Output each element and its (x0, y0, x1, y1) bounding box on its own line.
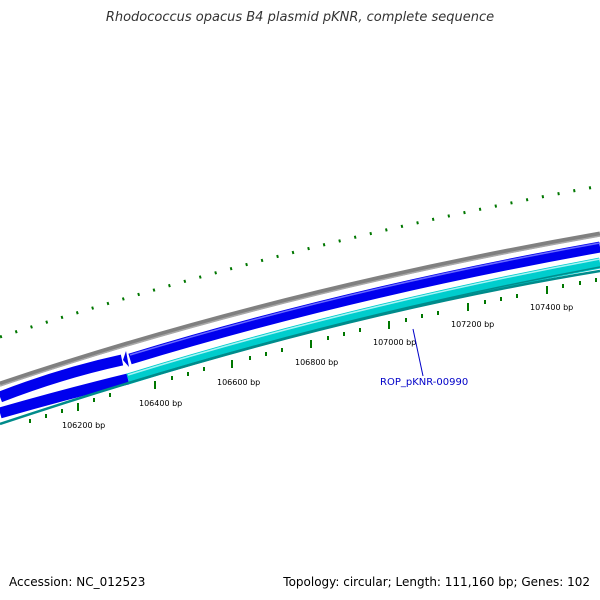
tick-label-107200: 107200 bp (451, 320, 494, 329)
tick-label-107000: 107000 bp (373, 338, 416, 347)
tick-label-106400: 106400 bp (139, 399, 182, 408)
inner-tick-marks (29, 278, 597, 423)
tick-label-106200: 106200 bp (62, 421, 105, 430)
reverse-gene-blue (0, 373, 130, 419)
gene-label[interactable]: ROP_pKNR-00990 (380, 377, 468, 388)
map-title: Rhodococcus opacus B4 plasmid pKNR, comp… (105, 10, 495, 25)
forward-gene-right (128, 241, 600, 365)
topology-summary: Topology: circular; Length: 111,160 bp; … (283, 575, 590, 589)
tick-label-107400: 107400 bp (530, 303, 573, 312)
tick-label-106800: 106800 bp (295, 358, 338, 367)
gene-label-leader (412, 328, 424, 377)
forward-gene-left (0, 354, 124, 403)
forward-gene-arrowhead (123, 351, 129, 367)
backbone-track (0, 231, 600, 387)
reverse-gene-cyan (126, 257, 600, 385)
tick-label-106600: 106600 bp (217, 378, 260, 387)
inner-track (0, 269, 600, 426)
accession-text: Accession: NC_012523 (9, 575, 146, 589)
